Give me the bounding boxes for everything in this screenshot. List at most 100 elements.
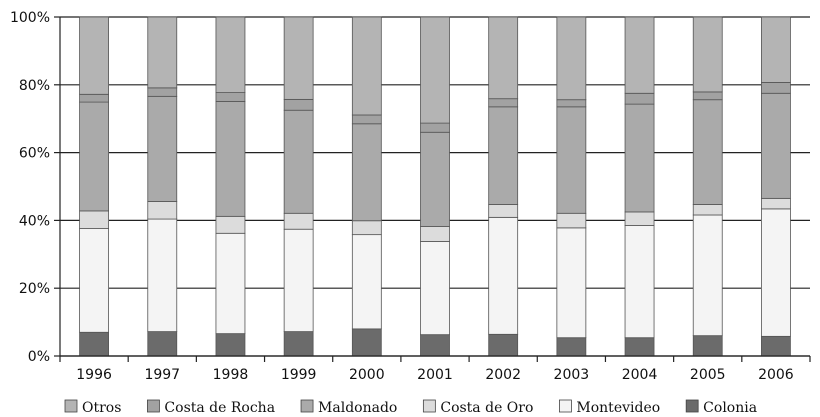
bar-segment-costa-de-oro — [420, 226, 450, 242]
bar-segment-costa-de-rocha — [147, 87, 178, 97]
bar-segment-maldonado — [351, 123, 382, 222]
bar-segment-otros — [761, 16, 791, 83]
bar-segment-maldonado — [283, 109, 314, 214]
bar-segment-colonia — [488, 333, 519, 357]
bar-segment-costa-de-rocha — [692, 91, 723, 101]
bar-segment-costa-de-oro — [283, 212, 314, 230]
bar-segment-maldonado — [147, 95, 178, 202]
bar-segment-montevideo — [420, 241, 450, 336]
bar-segment-maldonado — [761, 92, 791, 199]
bar-segment-maldonado — [420, 131, 450, 227]
bar-segment-colonia — [624, 337, 655, 357]
legend-label: Montevideo — [576, 400, 660, 416]
bar-segment-montevideo — [215, 232, 246, 335]
legend-item-costa-de-rocha: Costa de Rocha — [147, 399, 275, 416]
bar-segment-costa-de-oro — [692, 204, 723, 216]
bar-segment-otros — [283, 16, 314, 100]
bar-segment-otros — [488, 16, 519, 100]
legend-item-colonia: Colonia — [685, 399, 757, 416]
x-tick-label: 2004 — [622, 367, 658, 383]
bar-segment-costa-de-oro — [556, 212, 587, 229]
bar-segment-colonia — [215, 333, 246, 357]
bar-segment-otros — [556, 16, 587, 101]
bar-segment-montevideo — [147, 218, 178, 332]
legend: Otros Costa de Rocha Maldonado Costa de Oro… — [64, 399, 757, 416]
x-tick-label: 2005 — [690, 367, 726, 383]
bars — [79, 16, 791, 357]
x-tick-label: 2001 — [417, 367, 453, 383]
bar-segment-otros — [420, 16, 450, 124]
bar-segment-costa-de-rocha — [351, 114, 382, 125]
bar-segment-maldonado — [488, 106, 519, 205]
bar-segment-otros — [624, 16, 655, 94]
bar-segment-maldonado — [556, 106, 587, 214]
y-tick-label: 40% — [19, 213, 50, 229]
axes — [54, 16, 811, 362]
bar-segment-montevideo — [79, 228, 109, 333]
bar-segment-maldonado — [215, 101, 246, 217]
bar-segment-costa-de-rocha — [488, 98, 519, 108]
legend-swatch — [559, 399, 572, 413]
legend-swatch — [685, 399, 699, 413]
x-tick-label: 2003 — [554, 367, 590, 383]
bar-segment-costa-de-oro — [761, 197, 791, 210]
bar-segment-costa-de-rocha — [79, 93, 109, 103]
bar-segment-costa-de-oro — [147, 201, 178, 220]
y-tick-label: 80% — [19, 78, 50, 94]
x-tick-label: 1997 — [144, 367, 180, 383]
bar-segment-otros — [147, 16, 178, 89]
bar-segment-otros — [351, 16, 382, 116]
legend-label: Otros — [82, 400, 121, 416]
bar-segment-costa-de-oro — [624, 211, 655, 226]
bar-segment-costa-de-oro — [488, 204, 519, 218]
legend-swatch — [64, 399, 78, 413]
bar-segment-maldonado — [79, 101, 109, 212]
legend-swatch — [422, 399, 436, 413]
y-tick-label: 60% — [19, 146, 50, 162]
bar-segment-colonia — [79, 331, 109, 357]
bar-segment-colonia — [692, 335, 723, 357]
x-tick-label: 1999 — [281, 367, 317, 383]
bar-segment-costa-de-oro — [215, 215, 246, 234]
bar-segment-costa-de-rocha — [420, 122, 450, 133]
legend-item-costa-de-oro: Costa de Oro — [422, 399, 533, 416]
bar-segment-colonia — [147, 331, 178, 357]
y-axis-ticks: 0% 20% 40% 60% 80% 100% — [10, 10, 50, 365]
bar-segment-costa-de-oro — [79, 210, 109, 229]
legend-item-montevideo: Montevideo — [559, 399, 660, 416]
legend-swatch — [300, 399, 314, 413]
bar-segment-colonia — [761, 335, 791, 357]
bar-segment-costa-de-rocha — [624, 92, 655, 105]
x-tick-label: 1998 — [213, 367, 249, 383]
bar-segment-costa-de-rocha — [215, 92, 246, 102]
bar-segment-colonia — [556, 337, 587, 357]
bar-segment-montevideo — [692, 214, 723, 337]
bar-segment-costa-de-rocha — [761, 82, 791, 94]
bar-segment-colonia — [283, 331, 314, 357]
bar-segment-otros — [692, 16, 723, 93]
bar-segment-otros — [79, 16, 109, 95]
bar-segment-montevideo — [488, 216, 519, 335]
bar-segment-costa-de-rocha — [556, 99, 587, 108]
legend-label: Maldonado — [318, 400, 397, 416]
x-tick-label: 1996 — [76, 367, 112, 383]
bar-segment-colonia — [351, 328, 382, 357]
legend-label: Costa de Oro — [440, 400, 533, 416]
x-tick-label: 2000 — [349, 367, 385, 383]
y-tick-label: 100% — [10, 10, 50, 26]
legend-item-otros: Otros — [64, 399, 121, 416]
bar-segment-costa-de-rocha — [283, 98, 314, 111]
bar-segment-maldonado — [624, 103, 655, 213]
bar-segment-montevideo — [761, 208, 791, 337]
x-axis-ticks: 1996 1997 1998 1999 2000 2001 2002 2003 2004 2005… — [76, 367, 794, 383]
legend-label: Colonia — [703, 400, 757, 416]
bar-segment-maldonado — [692, 99, 723, 205]
bar-segment-montevideo — [351, 234, 382, 330]
y-tick-label: 0% — [28, 349, 50, 365]
x-tick-label: 2006 — [758, 367, 794, 383]
x-tick-label: 2002 — [485, 367, 521, 383]
bar-segment-costa-de-oro — [351, 220, 382, 236]
bar-segment-montevideo — [556, 227, 587, 339]
legend-swatch — [147, 399, 160, 413]
bar-segment-otros — [215, 16, 246, 93]
